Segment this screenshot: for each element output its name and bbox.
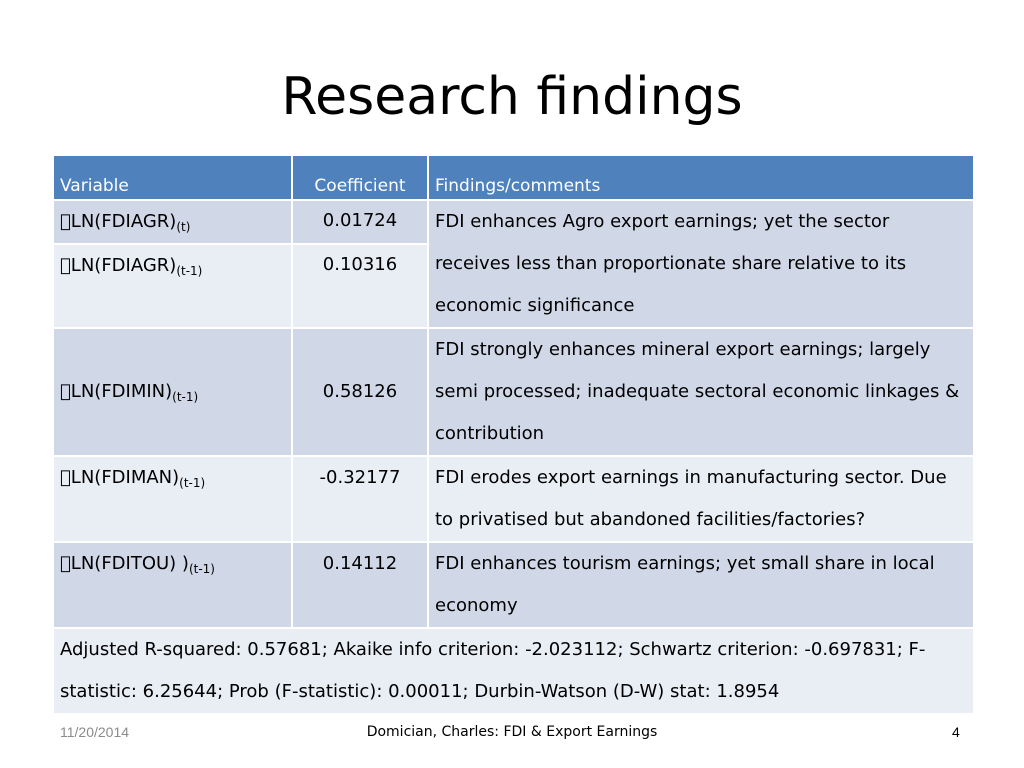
table-row: LN(FDIAGR)(t) 0.01724 FDI enhances Agro… bbox=[52, 199, 975, 329]
comment-cell: FDI erodes export earnings in manufactur… bbox=[427, 455, 975, 543]
comment-cell: FDI enhances tourism earnings; yet small… bbox=[427, 541, 975, 629]
table-row: LN(FDIMIN)(t-1) 0.58126 FDI strongly en… bbox=[52, 327, 975, 457]
coefficient-cell: 0.58126 bbox=[291, 327, 429, 457]
header-variable: Variable bbox=[52, 154, 293, 201]
findings-table: Variable Coefficient Findings/comments … bbox=[52, 154, 975, 715]
variable-cell: LN(FDIAGR)(t) bbox=[52, 199, 293, 245]
coefficient-cell: -0.32177 bbox=[291, 455, 429, 543]
comment-cell: FDI strongly enhances mineral export ear… bbox=[427, 327, 975, 457]
regression-stats: Adjusted R-squared: 0.57681; Akaike info… bbox=[52, 627, 975, 715]
variable-lag: (t-1) bbox=[161, 390, 198, 404]
stats-row: Adjusted R-squared: 0.57681; Akaike info… bbox=[52, 627, 975, 715]
variable-name: LN(FDIMIN) bbox=[60, 381, 172, 402]
header-findings: Findings/comments bbox=[427, 154, 975, 201]
variable-name: LN(FDIMAN) bbox=[60, 467, 179, 488]
coefficient-cell: 0.01724 bbox=[291, 199, 429, 245]
variable-cell: LN(FDIAGR)(t-1) bbox=[52, 243, 293, 329]
variable-cell: LN(FDIMAN)(t-1) bbox=[52, 455, 293, 543]
table-row: LN(FDIAGR)(t-1) 0.10316 bbox=[52, 243, 974, 329]
coefficient-cell: 0.14112 bbox=[291, 541, 429, 629]
table-row: LN(FDIMAN)(t-1) -0.32177 FDI erodes exp… bbox=[52, 455, 975, 543]
footer-date: 11/20/2014 bbox=[60, 724, 130, 740]
footer-title: Domician, Charles: FDI & Export Earnings bbox=[366, 724, 658, 740]
variable-lag: (t-1) bbox=[178, 562, 215, 576]
variable-cell: LN(FDIMIN)(t-1) bbox=[52, 327, 293, 457]
variable-lag: (t-1) bbox=[165, 264, 202, 278]
coefficient-cell: 0.10316 bbox=[291, 243, 429, 329]
page-number: 4 bbox=[952, 724, 960, 740]
variable-lag: (t-1) bbox=[168, 476, 205, 490]
variable-lag: (t) bbox=[165, 220, 190, 234]
variable-cell: LN(FDITOU) )(t-1) bbox=[52, 541, 293, 629]
variable-name: LN(FDITOU) ) bbox=[60, 553, 189, 574]
variable-name: LN(FDIAGR) bbox=[60, 255, 176, 276]
table-header-row: Variable Coefficient Findings/comments bbox=[52, 154, 975, 201]
table-row: LN(FDITOU) )(t-1) 0.14112 FDI enhances … bbox=[52, 541, 975, 629]
comment-cell: FDI enhances Agro export earnings; yet t… bbox=[427, 199, 975, 329]
header-coefficient: Coefficient bbox=[291, 154, 429, 201]
slide-title: Research findings bbox=[281, 67, 743, 127]
variable-name: LN(FDIAGR) bbox=[60, 211, 176, 232]
